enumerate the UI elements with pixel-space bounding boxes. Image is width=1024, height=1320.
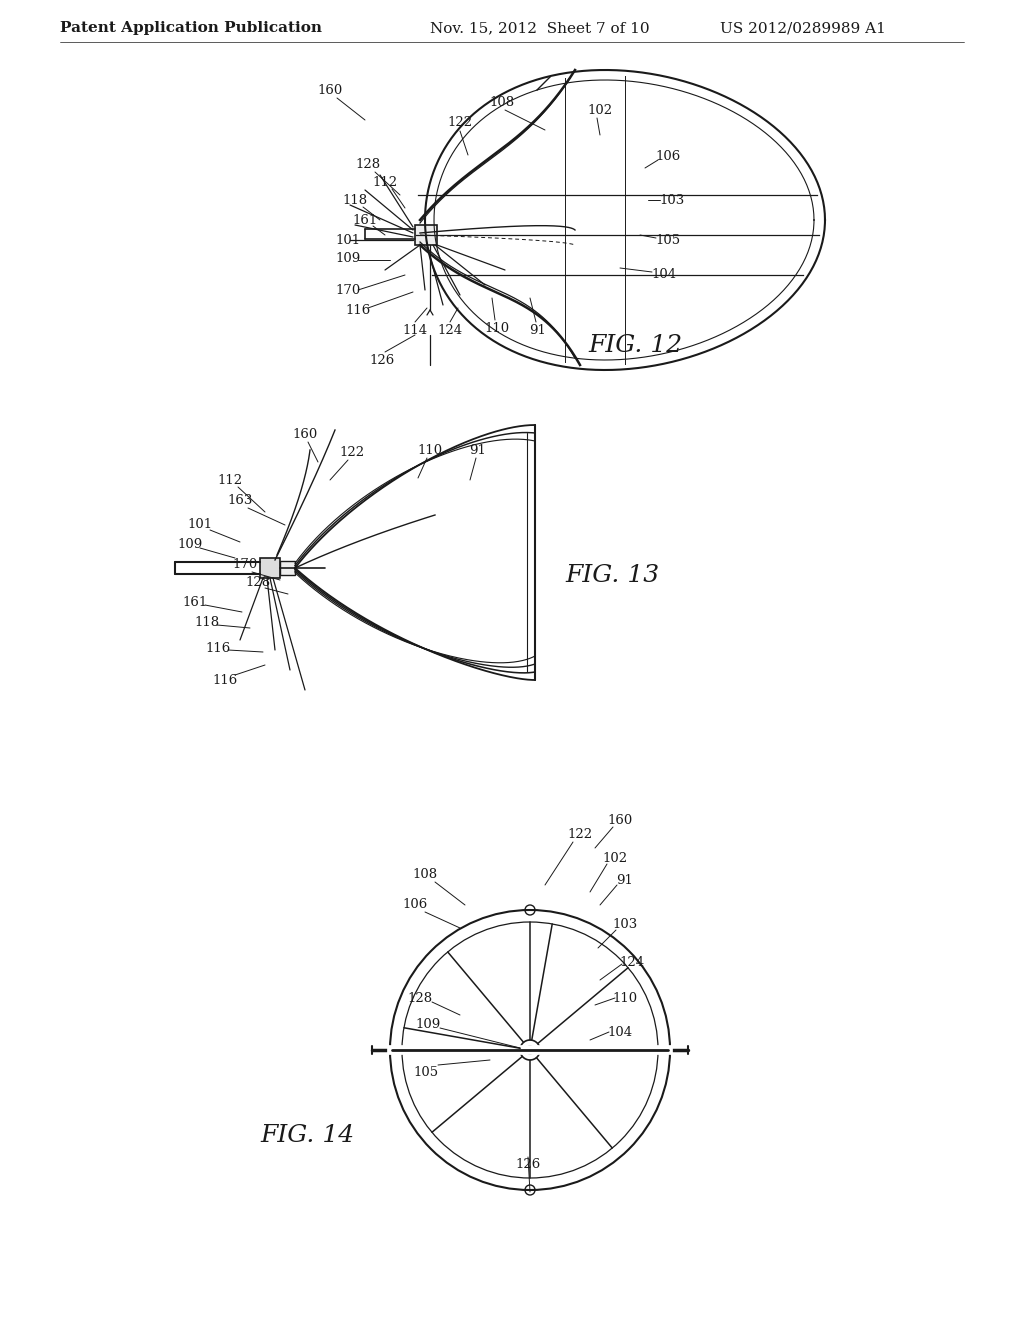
Text: 109: 109: [416, 1019, 440, 1031]
FancyBboxPatch shape: [415, 224, 437, 246]
Text: 108: 108: [413, 869, 437, 882]
Text: 110: 110: [418, 444, 442, 457]
Text: 124: 124: [620, 956, 644, 969]
Text: 91: 91: [470, 444, 486, 457]
Text: 109: 109: [177, 539, 203, 552]
Text: 101: 101: [336, 234, 360, 247]
Text: 163: 163: [227, 494, 253, 507]
Text: 160: 160: [607, 813, 633, 826]
Text: 128: 128: [246, 576, 270, 589]
Text: 108: 108: [489, 95, 515, 108]
Text: 118: 118: [342, 194, 368, 206]
Text: 116: 116: [206, 642, 230, 655]
Text: 101: 101: [187, 519, 213, 532]
Text: 116: 116: [345, 304, 371, 317]
Text: 114: 114: [402, 323, 428, 337]
Text: US 2012/0289989 A1: US 2012/0289989 A1: [720, 21, 886, 36]
Text: 128: 128: [408, 991, 432, 1005]
Text: 106: 106: [655, 150, 681, 164]
Text: 102: 102: [588, 103, 612, 116]
FancyBboxPatch shape: [280, 561, 295, 576]
Text: Patent Application Publication: Patent Application Publication: [60, 21, 322, 36]
Text: 103: 103: [659, 194, 685, 206]
Text: 161: 161: [182, 595, 208, 609]
Text: 105: 105: [655, 234, 681, 247]
Text: 106: 106: [402, 899, 428, 912]
Text: 161: 161: [352, 214, 378, 227]
Text: 102: 102: [602, 851, 628, 865]
Text: Nov. 15, 2012  Sheet 7 of 10: Nov. 15, 2012 Sheet 7 of 10: [430, 21, 649, 36]
Text: 126: 126: [370, 354, 394, 367]
Text: 112: 112: [373, 176, 397, 189]
Text: 126: 126: [515, 1159, 541, 1172]
Text: 122: 122: [339, 446, 365, 458]
Text: 160: 160: [293, 429, 317, 441]
Text: 104: 104: [651, 268, 677, 281]
Text: 170: 170: [336, 284, 360, 297]
Text: 122: 122: [447, 116, 472, 129]
Text: 112: 112: [217, 474, 243, 487]
Text: FIG. 13: FIG. 13: [565, 564, 659, 586]
Text: 170: 170: [232, 558, 258, 572]
Text: FIG. 12: FIG. 12: [588, 334, 682, 356]
Circle shape: [526, 1045, 534, 1053]
FancyBboxPatch shape: [260, 558, 280, 578]
Text: FIG. 14: FIG. 14: [260, 1123, 354, 1147]
Text: 105: 105: [414, 1065, 438, 1078]
Text: 110: 110: [612, 991, 638, 1005]
Text: 104: 104: [607, 1026, 633, 1039]
Text: 109: 109: [336, 252, 360, 264]
Text: 124: 124: [437, 323, 463, 337]
Text: 91: 91: [529, 323, 547, 337]
Text: 91: 91: [616, 874, 634, 887]
Text: 128: 128: [355, 158, 381, 172]
Text: 122: 122: [567, 829, 593, 842]
Text: 118: 118: [195, 615, 219, 628]
Text: 103: 103: [612, 919, 638, 932]
Text: 116: 116: [212, 673, 238, 686]
Text: 160: 160: [317, 83, 343, 96]
Text: 110: 110: [484, 322, 510, 334]
